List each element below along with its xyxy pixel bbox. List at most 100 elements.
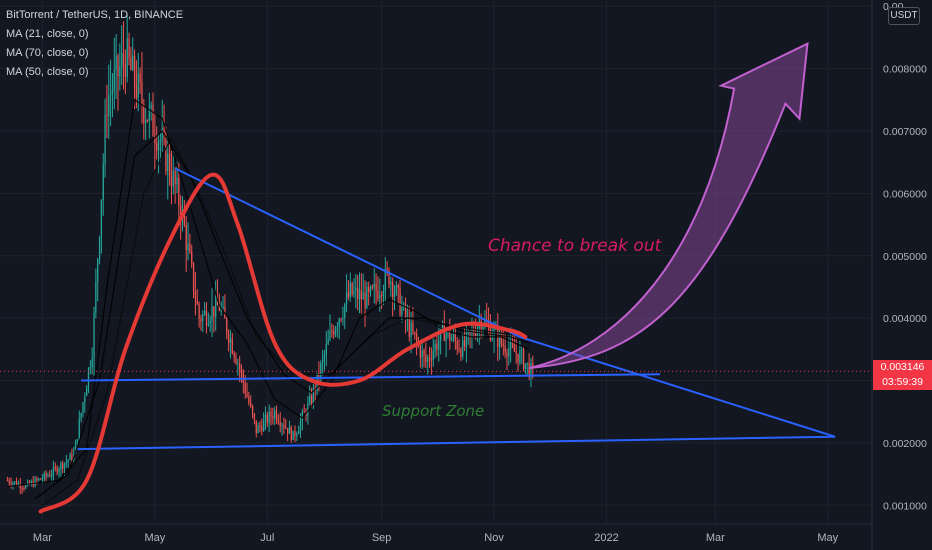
- ma50-legend[interactable]: MA (50, close, 0): [6, 66, 89, 78]
- candle-body: [274, 410, 276, 419]
- candle-body: [386, 268, 388, 270]
- candle-body: [526, 362, 528, 364]
- candle-body: [50, 474, 53, 477]
- price-axis[interactable]: 0.0010000.0020000.0030000.0040000.005000…: [871, 0, 927, 550]
- candle-body: [19, 483, 21, 489]
- countdown-badge: 03:59:39: [873, 375, 932, 390]
- candle-body: [310, 396, 313, 405]
- candle-body: [281, 425, 283, 427]
- candle-body: [268, 411, 270, 423]
- candle-body: [137, 73, 139, 98]
- candle-body: [347, 292, 350, 297]
- candle-body: [194, 290, 197, 300]
- candles: [6, 14, 534, 494]
- candle-body: [474, 333, 477, 337]
- candle-body: [351, 283, 353, 295]
- candle-body: [469, 331, 471, 334]
- candle-body: [86, 387, 88, 397]
- candle-body: [231, 338, 233, 354]
- x-tick-label: Sep: [372, 532, 392, 544]
- candle-body: [415, 334, 418, 342]
- candle-body: [513, 344, 515, 352]
- candle-body: [8, 480, 10, 483]
- candle-body: [12, 482, 14, 485]
- candle-body: [500, 334, 503, 344]
- candle-body: [14, 481, 16, 483]
- candle-body: [15, 481, 18, 486]
- candle-body: [285, 427, 287, 429]
- x-tick-label: Mar: [706, 532, 725, 544]
- candle-body: [87, 368, 90, 388]
- candle-body: [229, 338, 232, 344]
- candle-body: [432, 351, 434, 361]
- symbol-title[interactable]: BitTorrent / TetherUS, 1D, BINANCE: [6, 9, 184, 21]
- candle-body: [38, 478, 40, 481]
- y-tick-label: 0.005000: [883, 251, 927, 263]
- candle-body: [521, 349, 523, 351]
- candle-body: [465, 333, 468, 347]
- candle-body: [115, 56, 117, 70]
- candle-body: [393, 293, 396, 298]
- candle-body: [421, 350, 423, 358]
- candle-body: [425, 354, 427, 362]
- candle-body: [270, 411, 272, 417]
- ma21-legend[interactable]: MA (21, close, 0): [6, 28, 89, 40]
- candle-body: [292, 430, 294, 440]
- candle-body: [506, 352, 508, 357]
- candle-body: [124, 63, 127, 77]
- candle-body: [251, 405, 254, 414]
- candle-body: [301, 411, 303, 421]
- candle-body: [467, 331, 469, 334]
- candle-body: [174, 170, 176, 185]
- candle-body: [192, 262, 195, 291]
- candle-body: [34, 478, 36, 486]
- candle-body: [39, 478, 42, 480]
- candle-body: [379, 295, 381, 299]
- candle-body: [191, 251, 193, 263]
- candle-body: [487, 321, 490, 325]
- y-tick-label: 0.006000: [883, 188, 927, 200]
- candle-body: [89, 367, 91, 369]
- candle-body: [325, 344, 327, 355]
- x-tick-label: Mar: [33, 532, 52, 544]
- candle-body: [392, 282, 394, 298]
- candle-body: [401, 307, 403, 315]
- candle-body: [58, 469, 60, 473]
- y-tick-label: 0.004000: [883, 313, 927, 325]
- candle-body: [23, 488, 25, 490]
- triangle-upper-line: [174, 167, 836, 438]
- candle-body: [462, 340, 464, 357]
- x-tick-label: May: [817, 532, 838, 544]
- candle-body: [532, 363, 534, 368]
- ma70-legend[interactable]: MA (70, close, 0): [6, 47, 89, 59]
- candle-body: [382, 291, 385, 297]
- candle-body: [126, 38, 128, 77]
- candle-body: [508, 348, 510, 357]
- candle-body: [303, 411, 305, 413]
- candle-body: [121, 53, 123, 67]
- time-axis[interactable]: Mar May Jul Sep Nov 2022 Mar May: [0, 523, 872, 544]
- candle-body: [340, 319, 342, 321]
- candle-body: [353, 291, 355, 295]
- candle-body: [406, 318, 409, 320]
- currency-button[interactable]: USDT: [888, 7, 920, 25]
- candle-body: [288, 427, 291, 434]
- candle-body: [414, 331, 416, 335]
- candle-body: [246, 393, 248, 397]
- candle-body: [98, 237, 101, 260]
- candle-body: [97, 259, 99, 282]
- candle-body: [237, 363, 239, 365]
- candle-body: [259, 425, 261, 427]
- candle-body: [334, 328, 337, 335]
- candle-body: [329, 330, 331, 340]
- candle-body: [130, 58, 132, 70]
- candle-body: [493, 329, 495, 337]
- candle-body: [530, 363, 532, 378]
- candle-body: [460, 350, 462, 357]
- candle-body: [84, 396, 86, 403]
- candle-body: [159, 140, 162, 143]
- candle-body: [144, 120, 147, 124]
- candle-body: [28, 482, 31, 485]
- candle-body: [255, 420, 257, 434]
